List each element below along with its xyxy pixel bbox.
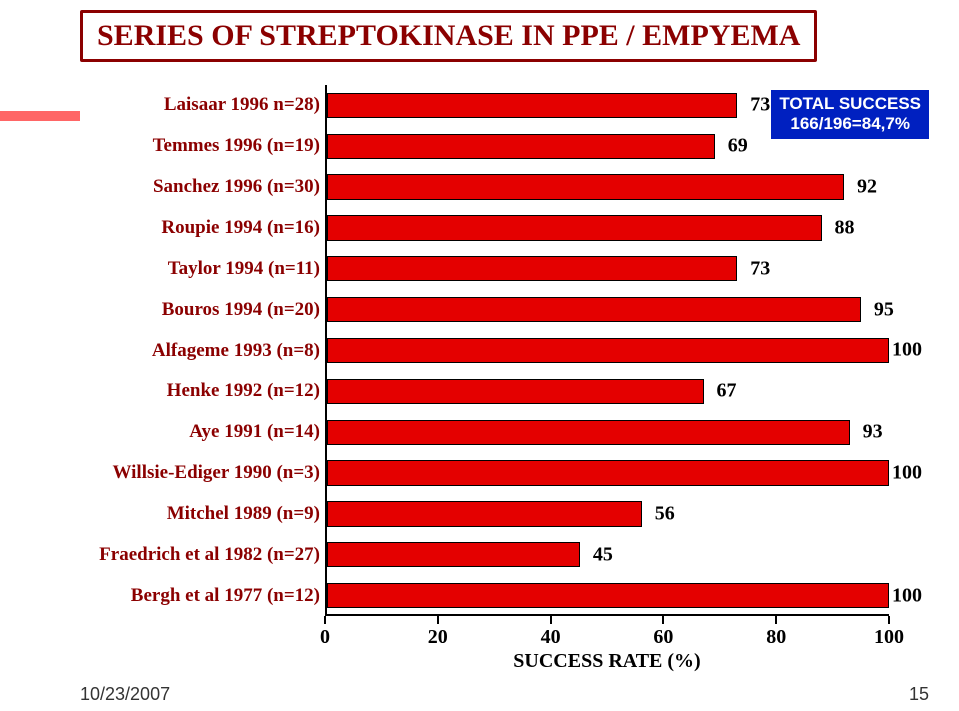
x-tick-label: 60 [653, 626, 673, 649]
y-axis-labels: Laisaar 1996 n=28) Temmes 1996 (n=19) Sanc… [0, 85, 320, 616]
y-label: Bergh et al 1977 (n=12) [0, 585, 320, 607]
bar [327, 420, 850, 445]
total-success-badge: TOTAL SUCCESS 166/196=84,7% [771, 90, 929, 139]
footer-date: 10/23/2007 [80, 684, 170, 705]
x-tick [437, 616, 439, 624]
y-label: Bouros 1994 (n=20) [0, 299, 320, 321]
bar [327, 501, 642, 526]
chart-plot-area [325, 85, 889, 616]
x-axis: SUCCESS RATE (%) 020406080100 [325, 620, 889, 640]
bar [327, 93, 737, 118]
x-tick [888, 616, 890, 624]
chart-title: SERIES OF STREPTOKINASE IN PPE / EMPYEMA [80, 10, 817, 62]
footer: 10/23/2007 15 [80, 684, 929, 705]
bar [327, 583, 889, 608]
y-label: Temmes 1996 (n=19) [0, 135, 320, 157]
y-label: Sanchez 1996 (n=30) [0, 176, 320, 198]
x-tick-label: 0 [320, 626, 330, 649]
x-axis-label: SUCCESS RATE (%) [513, 650, 700, 673]
badge-line-2: 166/196=84,7% [779, 114, 921, 134]
y-label: Mitchel 1989 (n=9) [0, 503, 320, 525]
bar [327, 460, 889, 485]
bar [327, 256, 737, 281]
footer-page: 15 [909, 684, 929, 705]
y-label: Laisaar 1996 n=28) [0, 94, 320, 116]
y-label: Fraedrich et al 1982 (n=27) [0, 544, 320, 566]
x-tick [550, 616, 552, 624]
bar [327, 542, 580, 567]
y-label: Alfageme 1993 (n=8) [0, 340, 320, 362]
badge-line-1: TOTAL SUCCESS [779, 94, 921, 114]
x-tick [324, 616, 326, 624]
y-label: Aye 1991 (n=14) [0, 421, 320, 443]
y-label: Henke 1992 (n=12) [0, 380, 320, 402]
x-tick-label: 40 [541, 626, 561, 649]
x-tick-label: 80 [766, 626, 786, 649]
bar [327, 297, 861, 322]
bar [327, 379, 704, 404]
x-tick-label: 20 [428, 626, 448, 649]
bar [327, 215, 822, 240]
y-label: Willsie-Ediger 1990 (n=3) [0, 462, 320, 484]
x-tick-label: 100 [874, 626, 904, 649]
bar [327, 338, 889, 363]
x-tick [662, 616, 664, 624]
y-label: Roupie 1994 (n=16) [0, 217, 320, 239]
y-label: Taylor 1994 (n=11) [0, 258, 320, 280]
bar [327, 174, 844, 199]
bar [327, 134, 715, 159]
x-tick [775, 616, 777, 624]
